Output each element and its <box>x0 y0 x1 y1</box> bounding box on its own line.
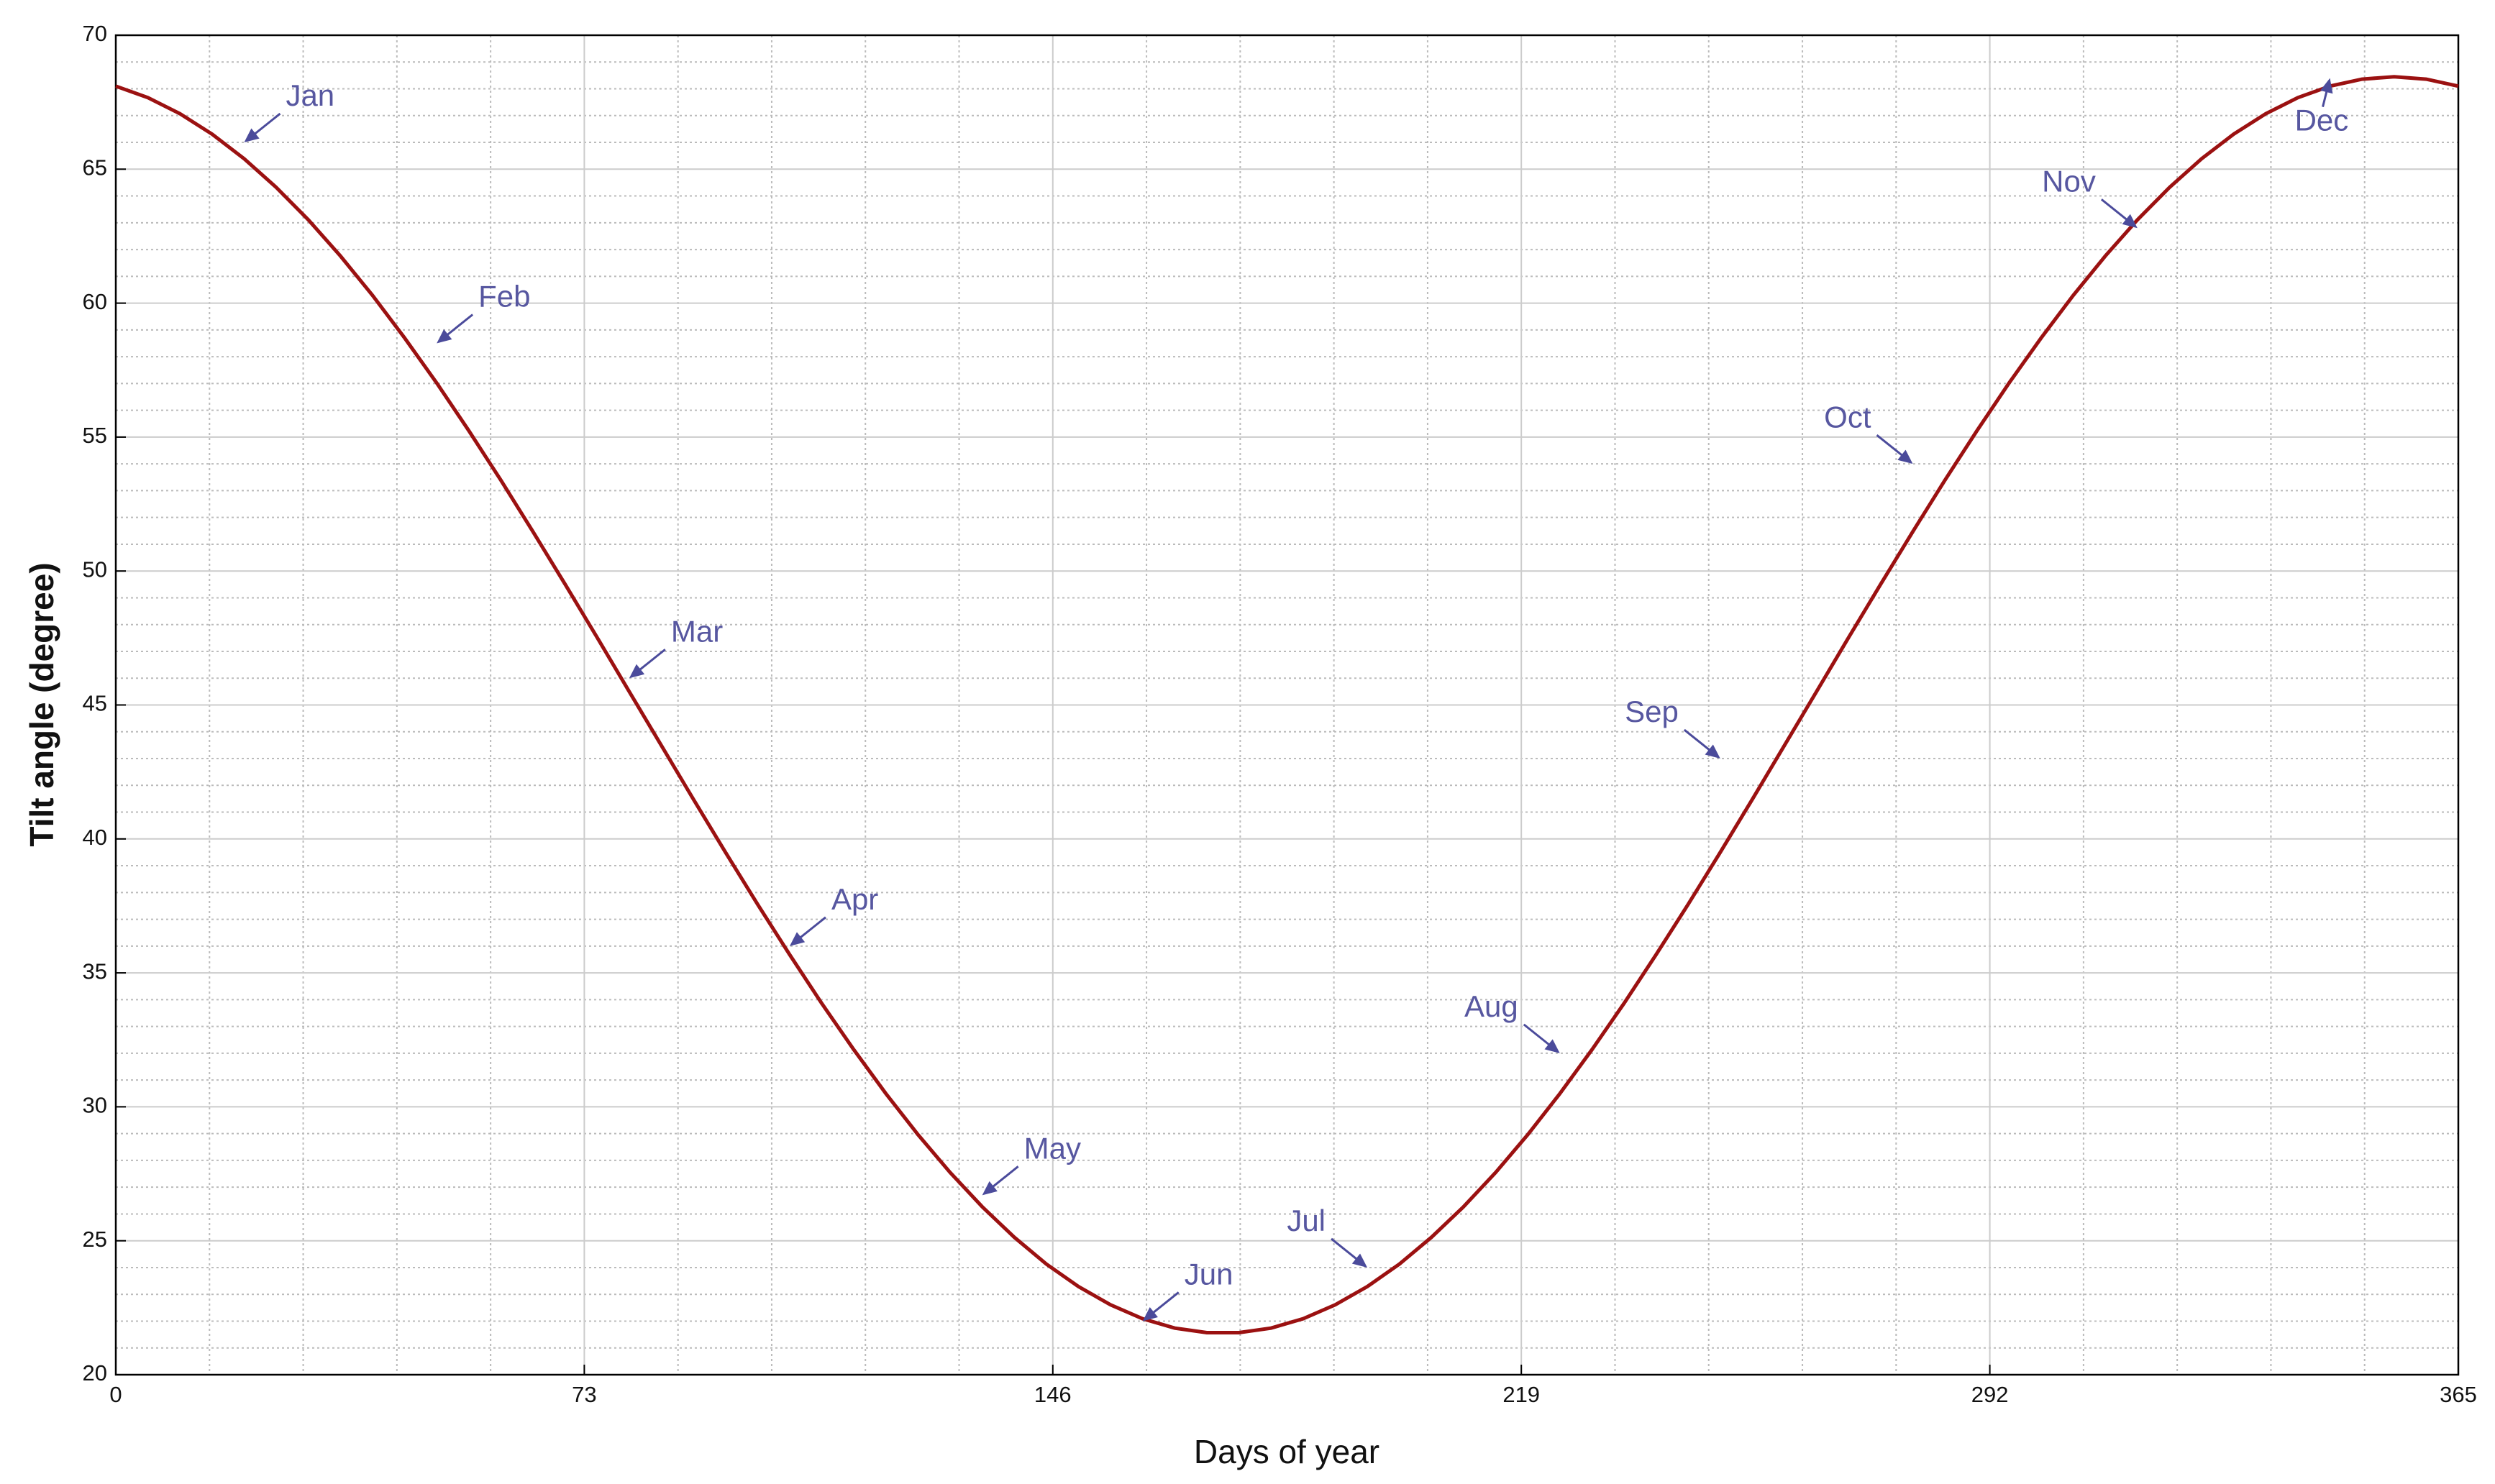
annotation-arrowhead <box>1142 1306 1158 1322</box>
annotation-label: Jan <box>286 78 334 112</box>
annotation-label: May <box>1024 1131 1081 1165</box>
annotation-label: Feb <box>478 280 530 313</box>
y-tick-label: 70 <box>83 21 107 46</box>
x-tick-label: 219 <box>1502 1382 1540 1407</box>
annotation-arrow <box>443 313 474 339</box>
plot-frame <box>114 34 2460 1376</box>
annotation-arrowhead <box>1351 1253 1368 1268</box>
annotation-arrowhead <box>2122 214 2138 229</box>
annotation-arrow <box>1331 1237 1361 1263</box>
annotation-label: Jun <box>1185 1258 1233 1291</box>
y-tick-label: 35 <box>83 958 107 984</box>
annotation-arrow <box>635 649 666 674</box>
x-axis-title: Days of year <box>1194 1433 1379 1470</box>
y-tick-label: 50 <box>83 556 107 582</box>
x-tick-label: 365 <box>2440 1382 2477 1407</box>
x-tick-label: 0 <box>109 1382 122 1407</box>
y-tick-label: 45 <box>83 691 107 716</box>
annotation-arrowhead <box>437 329 452 344</box>
y-tick-label: 65 <box>83 155 107 180</box>
annotation-label: Dec <box>2295 104 2349 137</box>
annotation-label: Aug <box>1464 989 1518 1023</box>
annotation-label: Nov <box>2042 164 2096 198</box>
annotation-arrow <box>1683 728 1714 754</box>
annotation-arrow <box>1876 434 1907 459</box>
y-tick-label: 60 <box>83 289 107 314</box>
annotation-arrowhead <box>789 932 806 946</box>
y-tick-label: 30 <box>83 1093 107 1118</box>
y-tick-label: 25 <box>83 1227 107 1252</box>
y-axis-title: Tilt angle (degree) <box>23 562 60 846</box>
annotation-arrow <box>1523 1023 1554 1049</box>
annotation-arrowhead <box>982 1181 998 1196</box>
annotation-label: Jul <box>1287 1204 1326 1237</box>
y-tick-label: 20 <box>83 1360 107 1385</box>
annotation-label: Mar <box>671 614 723 648</box>
annotation-label: Sep <box>1625 695 1679 728</box>
annotation-arrowhead <box>1544 1039 1560 1053</box>
annotation-arrowhead <box>1897 449 1913 464</box>
y-tick-label: 55 <box>83 423 107 448</box>
annotation-arrowhead <box>1705 744 1720 759</box>
annotation-arrow <box>988 1165 1019 1191</box>
annotation-arrowhead <box>629 664 645 679</box>
annotation-arrowhead <box>244 128 260 143</box>
data-line <box>115 75 2459 1334</box>
annotation-label: Oct <box>1824 400 1871 434</box>
annotation-arrow <box>2100 198 2131 224</box>
annotation-label: Apr <box>831 882 878 916</box>
annotation-arrow <box>1149 1291 1180 1316</box>
x-tick-label: 292 <box>1971 1382 2009 1407</box>
x-tick-label: 73 <box>572 1382 596 1407</box>
annotation-arrow <box>250 112 281 138</box>
y-tick-label: 40 <box>83 825 107 850</box>
x-tick-label: 146 <box>1034 1382 1072 1407</box>
annotation-arrowhead <box>2320 78 2333 94</box>
annotation-arrow <box>796 916 826 942</box>
